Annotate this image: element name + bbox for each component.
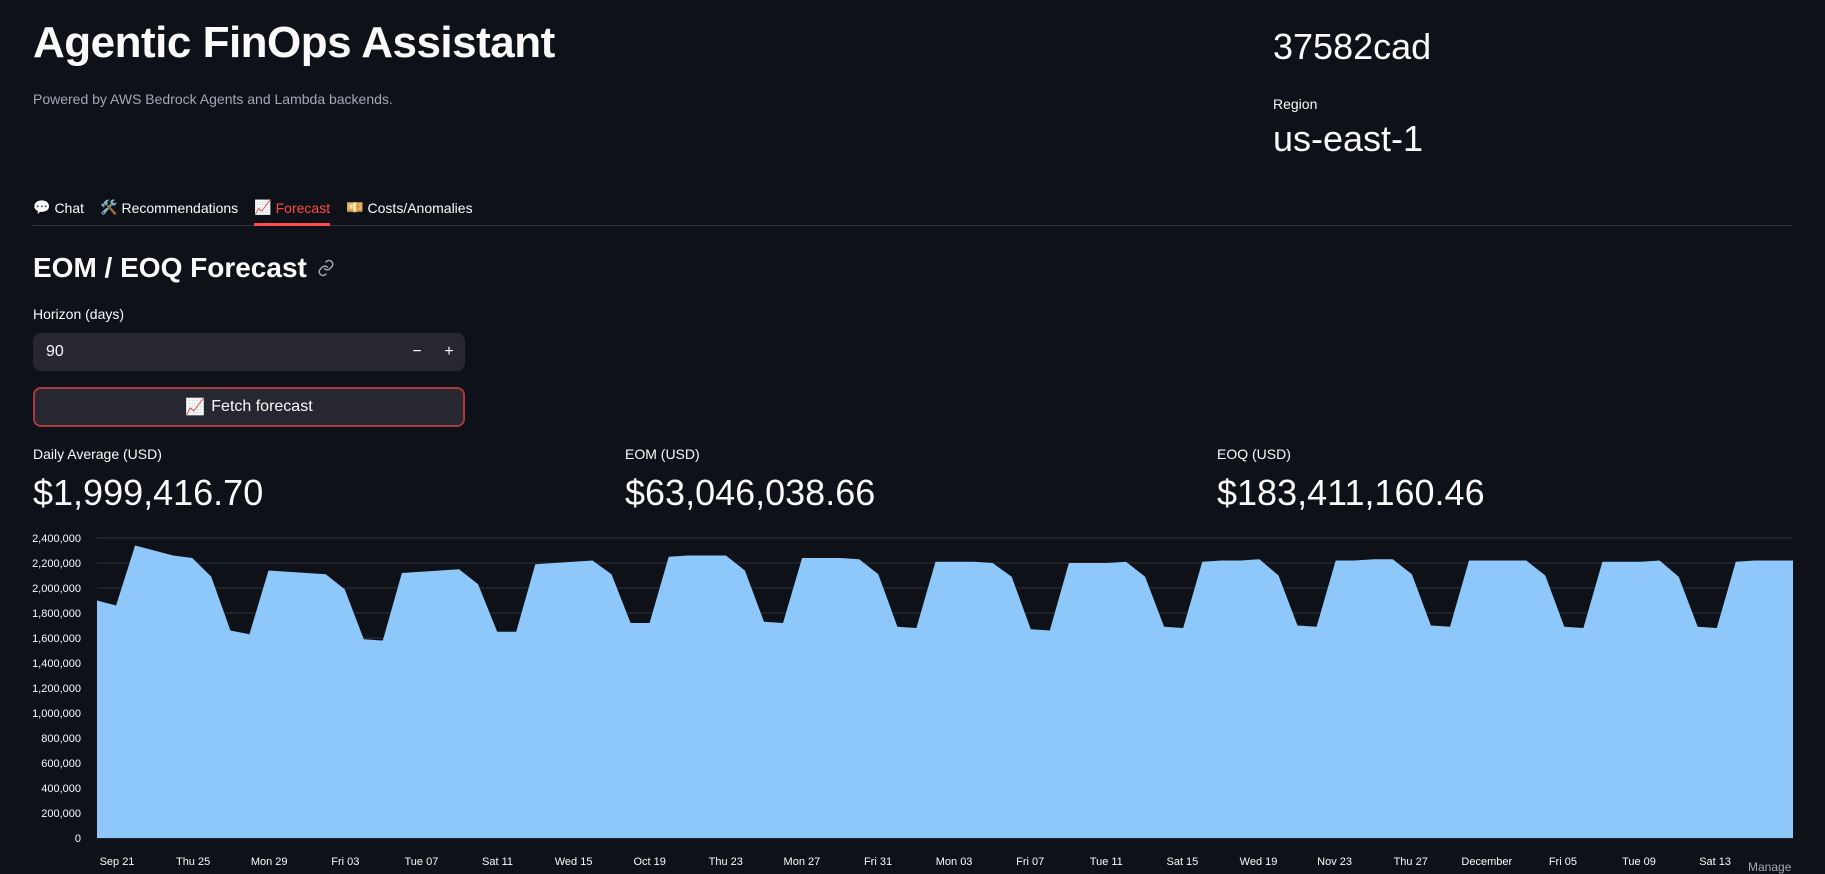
tab-chat[interactable]: 💬 Chat [33,190,84,225]
x-tick-label: Mon 03 [936,856,973,868]
x-tick-label: Tue 11 [1090,856,1123,868]
metric-value: $63,046,038.66 [625,472,876,513]
horizon-input[interactable]: 90 − + [33,333,465,371]
x-tick-label: Thu 25 [176,856,210,868]
horizon-value[interactable]: 90 [46,343,64,360]
tab-bar: 💬 Chat 🛠️ Recommendations 📈 Forecast 💴 C… [33,190,1793,226]
x-tick-label: Wed 15 [555,856,593,868]
section-title-text: EOM / EOQ Forecast [33,252,307,283]
forecast-area-chart[interactable]: 0 200,000 400,000 600,000 800,000 1,000,000 1,… [0,530,1825,873]
tab-recommendations[interactable]: 🛠️ Recommendations [100,190,238,225]
fetch-forecast-button[interactable]: 📈 Fetch forecast [33,387,465,427]
chart-increasing-icon: 📈 [185,399,206,416]
x-tick-label: Wed 19 [1240,856,1278,868]
app-title: Agentic FinOps Assistant [33,18,555,67]
app-subtitle: Powered by AWS Bedrock Agents and Lambda… [33,91,393,107]
decrement-button[interactable]: − [412,343,422,360]
increment-button[interactable]: + [444,343,454,360]
y-tick-label: 0 [75,833,81,845]
manage-app-link[interactable]: Manage [1748,860,1792,874]
section-title: EOM / EOQ Forecast [33,252,335,284]
fetch-forecast-label: Fetch forecast [211,398,313,415]
chart-increasing-icon: 📈 [254,199,272,215]
tab-forecast[interactable]: 📈 Forecast [254,190,331,226]
horizon-label: Horizon (days) [33,306,125,322]
y-tick-label: 2,000,000 [32,583,81,595]
metric-label: Daily Average (USD) [33,446,162,462]
region-value: us-east-1 [1273,118,1424,159]
y-tick-label: 400,000 [41,783,81,795]
tab-recommendations-label: Recommendations [121,199,239,216]
y-tick-label: 1,200,000 [32,683,81,695]
x-tick-label: Fri 07 [1016,856,1044,868]
y-tick-label: 2,200,000 [32,558,81,570]
link-icon[interactable] [317,259,335,277]
y-tick-label: 2,400,000 [32,533,81,545]
tab-chat-label: Chat [54,199,85,216]
x-tick-label: Tue 07 [404,856,438,868]
metric-daily-average: Daily Average (USD) $1,999,416.70 [33,446,263,514]
metric-label: EOM (USD) [625,446,700,462]
tools-icon: 🛠️ [100,199,118,215]
forecast-area-series[interactable] [97,545,1793,839]
tab-forecast-label: Forecast [275,199,331,216]
banknote-icon: 💴 [346,199,364,215]
x-tick-label: Mon 27 [784,856,821,868]
speech-bubble-icon: 💬 [33,199,51,215]
y-tick-label: 1,400,000 [32,658,81,670]
metric-eom: EOM (USD) $63,046,038.66 [625,446,875,514]
y-tick-label: 800,000 [41,733,81,745]
y-tick-label: 1,600,000 [32,633,81,645]
x-tick-label: Sat 13 [1699,856,1731,868]
metric-label: EOQ (USD) [1217,446,1291,462]
metric-eoq: EOQ (USD) $183,411,160.46 [1217,446,1485,514]
x-tick-label: Thu 23 [709,856,743,868]
x-tick-label: Fri 05 [1549,856,1577,868]
x-tick-label: Fri 31 [864,856,892,868]
x-tick-label: Mon 29 [251,856,288,868]
y-tick-label: 1,000,000 [32,708,81,720]
y-tick-label: 600,000 [41,758,81,770]
x-tick-label: December [1461,856,1512,868]
tab-costs-anomalies-label: Costs/Anomalies [367,199,473,216]
x-tick-label: Oct 19 [633,856,665,868]
x-tick-label: Tue 09 [1622,856,1656,868]
tab-costs-anomalies[interactable]: 💴 Costs/Anomalies [346,190,472,225]
x-tick-label: Sep 21 [100,856,135,868]
x-tick-label: Thu 27 [1394,856,1428,868]
account-id: 37582cad [1273,26,1432,67]
metric-value: $183,411,160.46 [1217,472,1485,513]
x-tick-label: Sat 15 [1166,856,1198,868]
region-label: Region [1273,96,1318,112]
x-tick-label: Sat 11 [482,856,513,868]
x-tick-label: Nov 23 [1317,856,1352,868]
x-tick-label: Fri 03 [331,856,359,868]
y-tick-label: 200,000 [41,808,81,820]
y-tick-label: 1,800,000 [32,608,81,620]
metric-value: $1,999,416.70 [33,472,264,513]
